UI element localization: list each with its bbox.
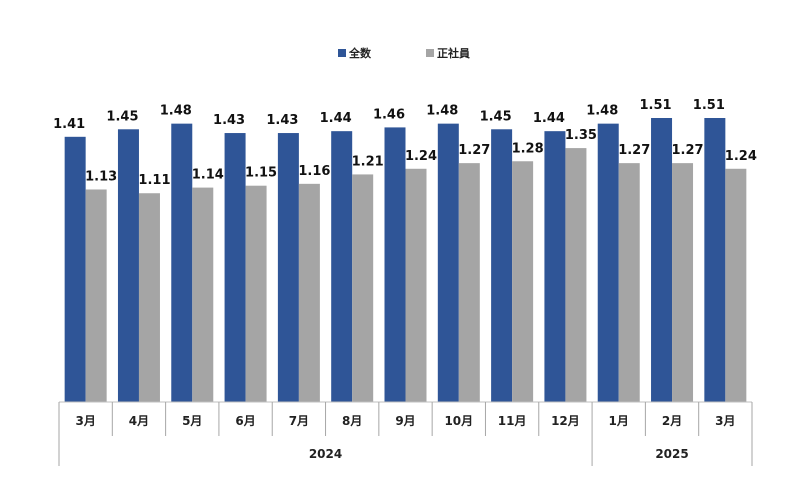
value-label-total-5: 1.44 bbox=[320, 111, 352, 126]
x-tick-label-9: 12月 bbox=[551, 414, 580, 428]
bar-total-5 bbox=[331, 131, 353, 402]
bar-regular-12 bbox=[725, 168, 747, 402]
bar-total-12 bbox=[704, 118, 726, 402]
value-label-total-6: 1.46 bbox=[373, 107, 405, 122]
x-group-label-1: 2025 bbox=[655, 447, 688, 461]
bar-total-3 bbox=[224, 133, 246, 402]
bar-total-4 bbox=[277, 133, 299, 402]
bar-regular-6 bbox=[405, 168, 427, 402]
value-label-regular-1: 1.11 bbox=[138, 173, 170, 188]
bar-total-0 bbox=[64, 136, 86, 402]
x-tick-label-4: 7月 bbox=[289, 414, 309, 428]
x-tick-label-6: 9月 bbox=[395, 414, 415, 428]
x-tick-label-8: 11月 bbox=[498, 414, 527, 428]
bar-regular-8 bbox=[512, 161, 534, 402]
value-label-regular-3: 1.15 bbox=[245, 166, 277, 181]
x-axis: 3月 4月 5月 6月 7月 8月 9月 10月 11月 12月 1月 2月 3月 2024 2025 bbox=[58, 401, 753, 466]
value-label-total-11: 1.51 bbox=[639, 98, 671, 113]
x-tick-label-10: 1月 bbox=[609, 414, 629, 428]
value-label-total-12: 1.51 bbox=[693, 98, 725, 113]
value-label-total-0: 1.41 bbox=[53, 117, 85, 132]
value-label-total-3: 1.43 bbox=[213, 113, 245, 128]
value-label-regular-0: 1.13 bbox=[85, 169, 117, 184]
bar-total-10 bbox=[597, 123, 619, 402]
bar-total-11 bbox=[651, 118, 673, 402]
bar-total-8 bbox=[491, 129, 513, 402]
value-label-total-2: 1.48 bbox=[160, 104, 192, 119]
value-label-regular-9: 1.35 bbox=[565, 128, 597, 143]
bar-total-7 bbox=[437, 123, 459, 402]
value-label-regular-6: 1.24 bbox=[405, 149, 437, 164]
bar-total-1 bbox=[117, 129, 139, 402]
bar-regular-1 bbox=[138, 193, 160, 402]
x-tick-label-3: 6月 bbox=[235, 414, 255, 428]
x-group-label-0: 2024 bbox=[309, 447, 342, 461]
bar-regular-4 bbox=[298, 183, 320, 402]
legend-label-0: 全数 bbox=[348, 46, 372, 60]
bar-total-9 bbox=[544, 131, 566, 402]
value-label-regular-2: 1.14 bbox=[192, 168, 224, 183]
legend: 全数 正社員 bbox=[338, 46, 470, 60]
value-label-regular-8: 1.28 bbox=[512, 141, 544, 156]
value-label-total-10: 1.48 bbox=[586, 104, 618, 119]
bar-regular-7 bbox=[458, 163, 480, 402]
value-label-regular-4: 1.16 bbox=[298, 164, 330, 179]
x-tick-label-1: 4月 bbox=[129, 414, 149, 428]
value-label-total-1: 1.45 bbox=[106, 109, 138, 124]
value-label-total-8: 1.45 bbox=[480, 109, 512, 124]
value-label-regular-11: 1.27 bbox=[671, 143, 703, 158]
value-labels: 1.41 1.13 1.45 1.11 1.48 1.14 1.43 1.15 1.43 1.16… bbox=[53, 98, 757, 188]
bar-regular-3 bbox=[245, 185, 267, 402]
bars bbox=[64, 118, 747, 402]
legend-swatch-0 bbox=[338, 49, 346, 57]
x-tick-label-11: 2月 bbox=[662, 414, 682, 428]
bar-regular-0 bbox=[85, 189, 107, 402]
value-label-regular-7: 1.27 bbox=[458, 143, 490, 158]
legend-label-1: 正社員 bbox=[437, 46, 470, 60]
x-tick-label-12: 3月 bbox=[715, 414, 735, 428]
bar-regular-2 bbox=[192, 187, 214, 402]
value-label-total-9: 1.44 bbox=[533, 111, 565, 126]
x-tick-label-5: 8月 bbox=[342, 414, 362, 428]
bar-regular-10 bbox=[618, 163, 640, 402]
bar-regular-5 bbox=[352, 174, 374, 402]
value-label-regular-10: 1.27 bbox=[618, 143, 650, 158]
bar-regular-11 bbox=[672, 163, 694, 402]
value-label-regular-5: 1.21 bbox=[352, 154, 384, 169]
value-label-total-7: 1.48 bbox=[426, 104, 458, 119]
value-label-total-4: 1.43 bbox=[266, 113, 298, 128]
bar-total-2 bbox=[171, 123, 193, 402]
bar-regular-9 bbox=[565, 148, 587, 402]
x-tick-label-7: 10月 bbox=[444, 414, 473, 428]
legend-swatch-1 bbox=[426, 49, 434, 57]
x-tick-label-2: 5月 bbox=[182, 414, 202, 428]
x-tick-label-0: 3月 bbox=[75, 414, 95, 428]
value-label-regular-12: 1.24 bbox=[725, 149, 757, 164]
bar-total-6 bbox=[384, 127, 406, 402]
